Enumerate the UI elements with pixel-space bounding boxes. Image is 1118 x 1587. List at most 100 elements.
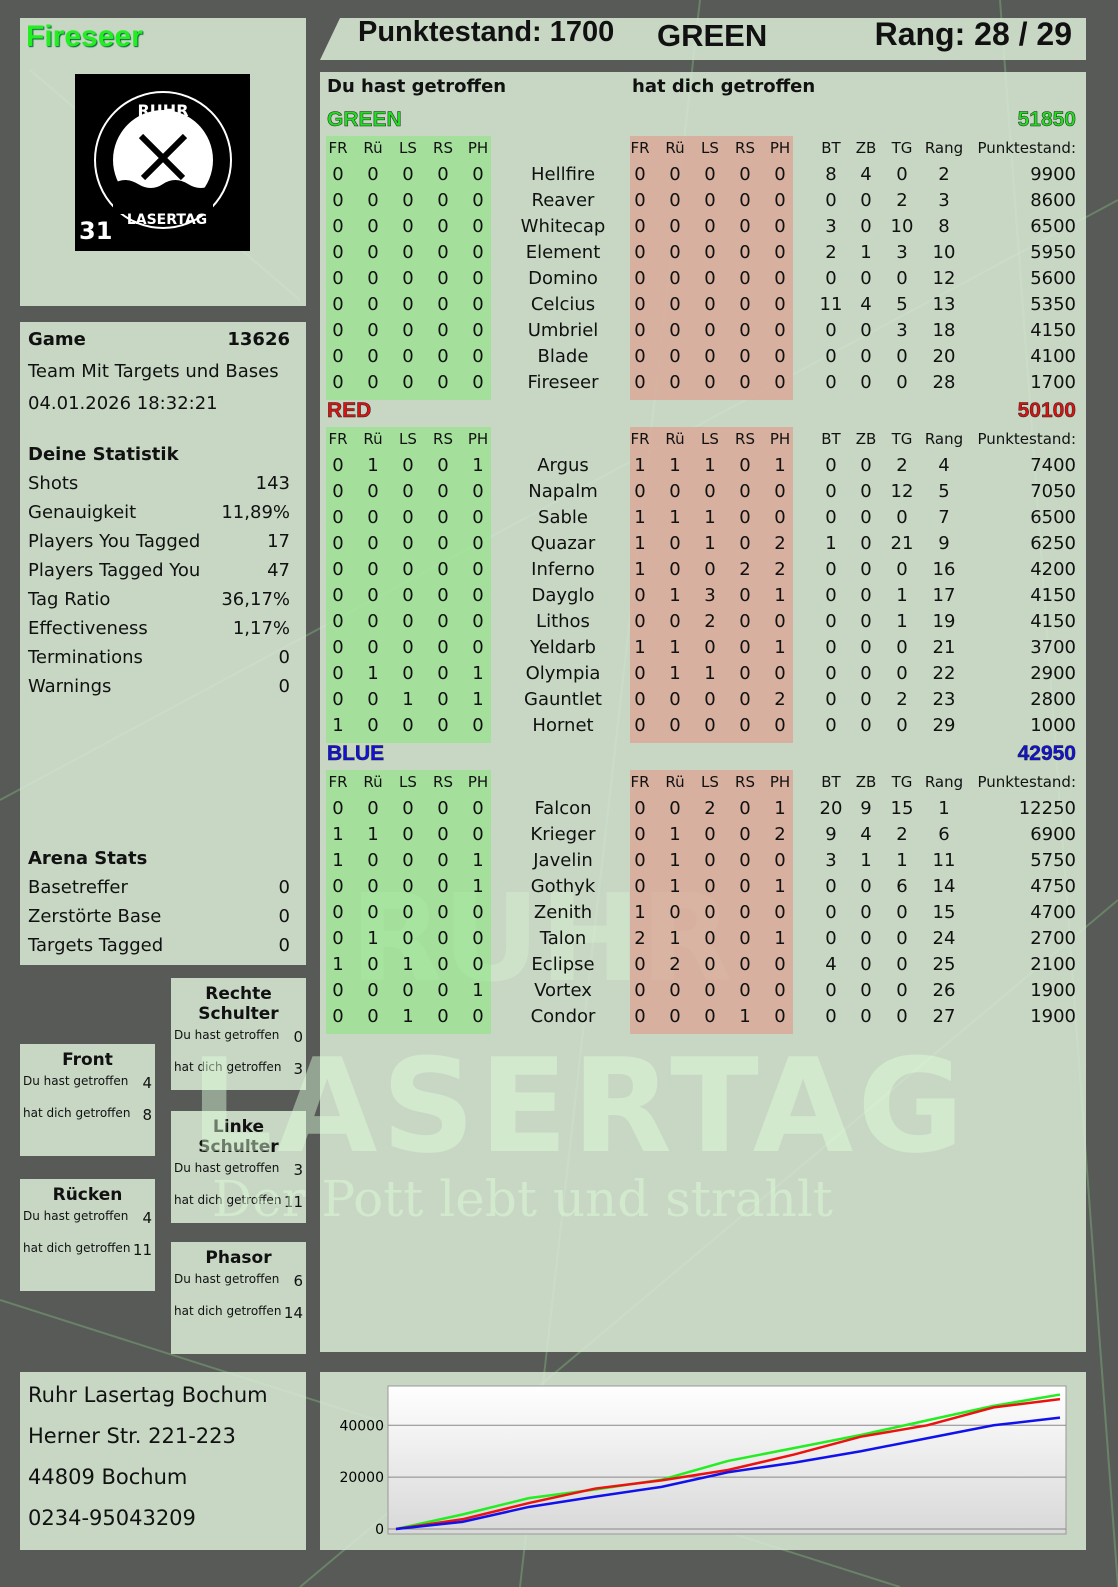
got-count: 0 [634, 611, 646, 632]
zone-hit-row: Du hast getroffen 4 [20, 1074, 155, 1092]
got-count: 0 [704, 824, 716, 845]
got-title: hat dich getroffen [632, 76, 816, 97]
got-count: 0 [669, 611, 681, 632]
player-name: Hornet [532, 715, 594, 736]
got-count: 2 [634, 928, 646, 949]
stat-value: 1 [896, 585, 908, 606]
hit-count: 1 [332, 954, 344, 975]
stat-value: 10 [890, 216, 914, 237]
player-points: 12250 [1018, 798, 1076, 819]
got-count: 0 [704, 637, 716, 658]
stat-value: 8 [938, 216, 950, 237]
hit-count: 0 [367, 346, 379, 367]
stat-value: 0 [860, 268, 872, 289]
hit-col-header: RS [433, 139, 453, 157]
got-count: 0 [634, 850, 646, 871]
stat-value: 143 [255, 473, 290, 494]
arena-row: Targets Tagged 0 [28, 935, 290, 956]
stat-value: 11 [819, 294, 843, 315]
got-count: 0 [669, 798, 681, 819]
stat-col-header: BT [821, 139, 841, 157]
player-name: Blade [537, 346, 589, 367]
got-count: 0 [739, 663, 751, 684]
got-count: 0 [704, 216, 716, 237]
hit-count: 0 [472, 346, 484, 367]
got-count: 0 [669, 268, 681, 289]
got-count: 0 [739, 824, 751, 845]
watermark-lasertag: LASERTAG [190, 1030, 969, 1182]
got-count: 0 [634, 242, 646, 263]
stat-value: 1 [825, 533, 837, 554]
stat-value: 2 [938, 164, 950, 185]
player-name: Condor [530, 1006, 596, 1027]
got-count: 0 [774, 320, 786, 341]
hit-count: 0 [402, 346, 414, 367]
stat-value: 21 [890, 533, 914, 554]
stat-label: Genauigkeit [28, 502, 137, 523]
stats-title: Deine Statistik [28, 444, 179, 465]
hit-count: 0 [332, 980, 344, 1001]
hit-count: 0 [332, 268, 344, 289]
got-count: 0 [704, 980, 716, 1001]
got-count: 0 [774, 663, 786, 684]
stat-value: 0 [896, 663, 908, 684]
stat-value: 0 [860, 611, 872, 632]
hit-count: 0 [332, 689, 344, 710]
hit-count: 0 [332, 455, 344, 476]
stat-value: 0 [896, 507, 908, 528]
stat-value: 0 [860, 876, 872, 897]
hit-count: 0 [367, 715, 379, 736]
team-total: 50100 [1017, 399, 1076, 423]
got-col-header: LS [701, 139, 719, 157]
stat-value: 0 [825, 372, 837, 393]
stat-value: 2 [896, 824, 908, 845]
got-count: 0 [704, 164, 716, 185]
got-count: 0 [774, 268, 786, 289]
got-count: 0 [739, 533, 751, 554]
player-points: 5600 [1030, 268, 1076, 289]
hit-count: 0 [437, 798, 449, 819]
hit-count: 0 [472, 533, 484, 554]
stat-label: Warnings [28, 676, 112, 697]
stat-value: 0 [860, 216, 872, 237]
zone-hit-label: Du hast getroffen [174, 1028, 280, 1042]
hit-count: 0 [332, 928, 344, 949]
hit-count: 0 [367, 242, 379, 263]
player-team: GREEN [657, 18, 768, 53]
got-count: 0 [739, 585, 751, 606]
player-name: Umbriel [527, 320, 599, 341]
stat-value: 16 [932, 559, 956, 580]
hit-count: 0 [437, 533, 449, 554]
stat-value: 36,17% [221, 589, 290, 610]
hit-count: 0 [402, 455, 414, 476]
stat-value: 6 [938, 824, 950, 845]
stat-row: Genauigkeit 11,89% [28, 502, 290, 523]
stat-value: 11,89% [221, 502, 290, 523]
hit-count: 0 [437, 1006, 449, 1027]
stat-value: 20 [932, 346, 956, 367]
got-count: 0 [669, 533, 681, 554]
stat-value: 22 [932, 663, 956, 684]
got-count: 0 [634, 689, 646, 710]
hit-count: 0 [332, 481, 344, 502]
hit-count: 0 [332, 320, 344, 341]
got-col-header: LS [701, 430, 719, 448]
hit-count: 0 [472, 715, 484, 736]
header-bar [320, 18, 1086, 60]
got-count: 0 [774, 902, 786, 923]
stat-value: 0 [896, 715, 908, 736]
got-count: 1 [634, 637, 646, 658]
hit-count: 0 [332, 190, 344, 211]
hit-count: 0 [332, 507, 344, 528]
hit-count: 1 [402, 954, 414, 975]
stat-value: 0 [825, 663, 837, 684]
hit-count: 0 [402, 481, 414, 502]
player-points: 4700 [1030, 902, 1076, 923]
hit-count: 0 [332, 1006, 344, 1027]
got-count: 0 [739, 268, 751, 289]
stat-value: 11 [932, 850, 956, 871]
hit-count: 0 [332, 294, 344, 315]
stat-row: Tag Ratio 36,17% [28, 589, 290, 610]
got-count: 0 [634, 190, 646, 211]
hit-col-header: FR [328, 139, 348, 157]
